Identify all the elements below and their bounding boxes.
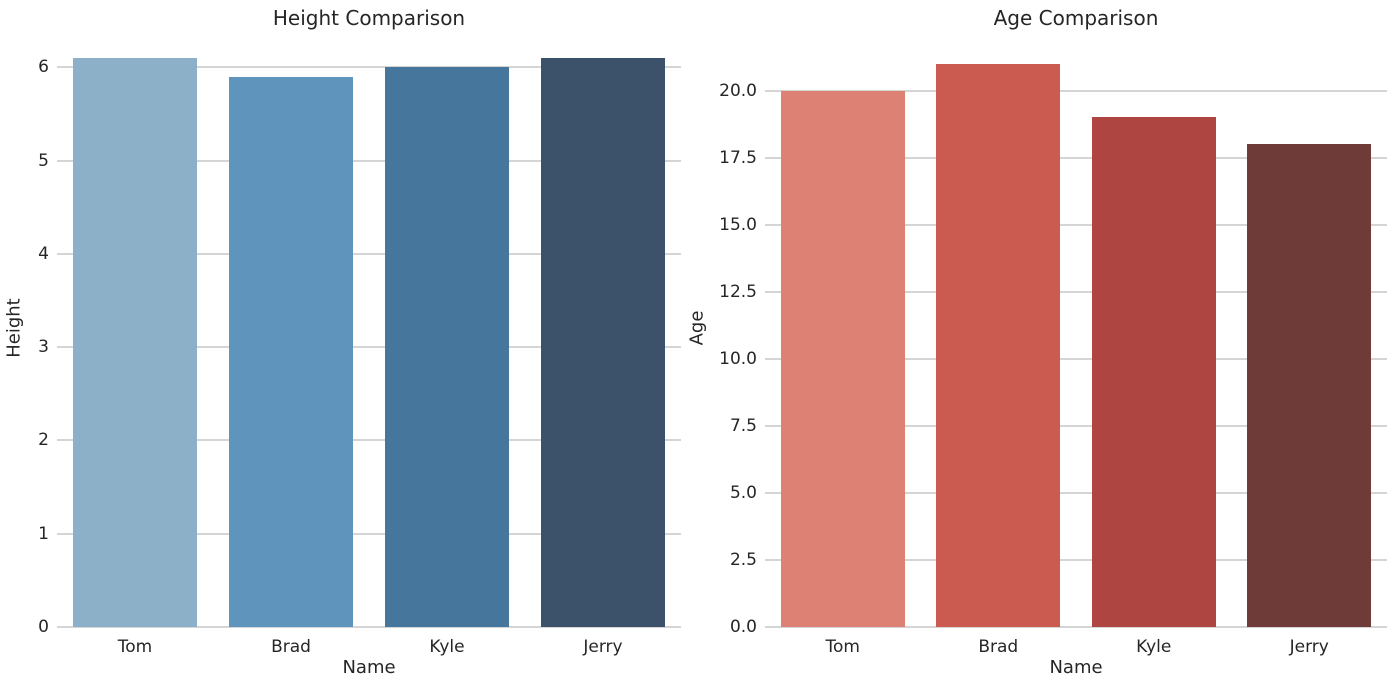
y-tick-label: 2 <box>38 430 49 451</box>
bar-kyle <box>1091 117 1216 627</box>
y-tick-label: 5.0 <box>729 482 757 503</box>
gridline <box>765 357 1387 360</box>
gridline <box>765 626 1387 628</box>
gridline <box>57 532 681 535</box>
gridline <box>765 290 1387 293</box>
bar-tom <box>780 90 905 627</box>
bar-brad <box>936 63 1061 627</box>
bar-tom <box>72 57 198 627</box>
gridline <box>765 424 1387 427</box>
gridline <box>57 159 681 162</box>
gridline <box>57 252 681 255</box>
y-tick-label: 10.0 <box>719 348 757 369</box>
gridline <box>765 223 1387 226</box>
y-tick-label: 20.0 <box>719 80 757 101</box>
x-tick-label-jerry: Jerry <box>1289 637 1329 657</box>
y-tick-label: 2.5 <box>729 549 757 570</box>
y-tick-label: 0 <box>38 617 49 637</box>
y-tick-label: 5 <box>38 150 49 171</box>
gridline <box>765 156 1387 159</box>
age-chart-y-axis-label: Age <box>686 310 708 346</box>
x-tick-label-brad: Brad <box>978 637 1019 657</box>
y-tick-label: 17.5 <box>719 147 757 168</box>
gridline <box>765 491 1387 494</box>
gridline <box>765 558 1387 561</box>
gridline <box>765 89 1387 92</box>
gridline <box>57 626 681 628</box>
y-tick-label: 15.0 <box>719 214 757 235</box>
age-chart-x-axis-label: Name <box>1049 657 1103 678</box>
height-chart-x-axis-label: Name <box>342 657 396 678</box>
bar-jerry <box>540 57 666 627</box>
y-tick-label: 3 <box>38 337 49 358</box>
y-tick-label: 7.5 <box>729 415 757 436</box>
x-tick-label-jerry: Jerry <box>583 637 623 657</box>
gridline <box>57 66 681 69</box>
gridline <box>57 346 681 349</box>
x-tick-label-tom: Tom <box>117 637 153 657</box>
x-tick-label-kyle: Kyle <box>429 637 465 657</box>
y-tick-label: 6 <box>38 57 49 78</box>
y-tick-label: 4 <box>38 243 49 264</box>
bar-jerry <box>1247 144 1372 627</box>
gridline <box>57 439 681 442</box>
bar-kyle <box>384 67 510 627</box>
y-tick-label: 12.5 <box>719 281 757 302</box>
y-tick-label: 1 <box>38 523 49 544</box>
x-tick-label-kyle: Kyle <box>1136 637 1172 657</box>
x-tick-label-tom: Tom <box>825 637 860 657</box>
age-chart-title: Age Comparison <box>993 6 1159 30</box>
y-tick-label: 0.0 <box>729 617 757 637</box>
bar-brad <box>228 76 354 627</box>
x-tick-label-brad: Brad <box>271 637 311 657</box>
height-chart-title: Height Comparison <box>272 6 466 30</box>
